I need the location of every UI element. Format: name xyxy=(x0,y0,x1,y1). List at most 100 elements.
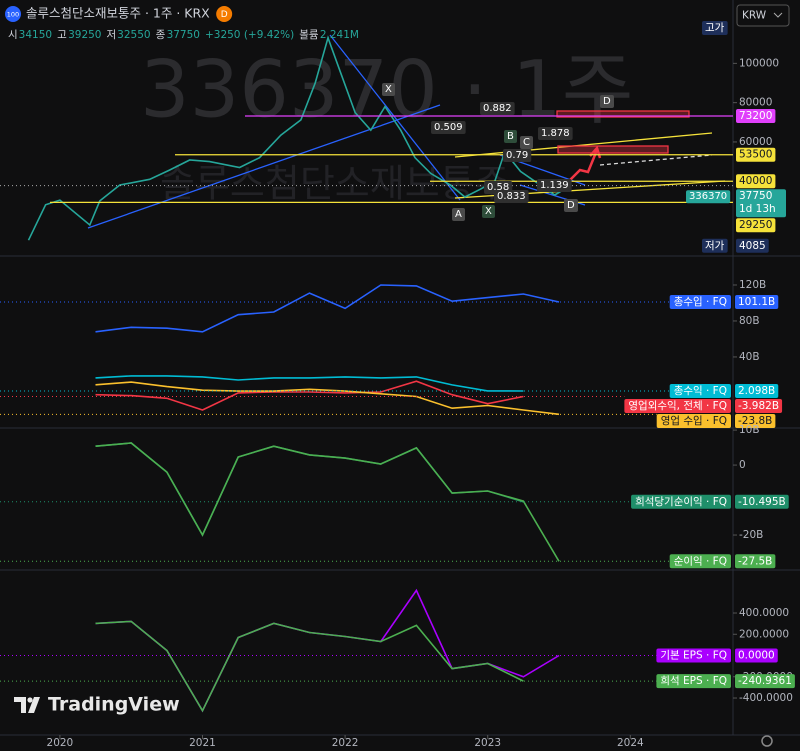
drawing-label: 1.878 xyxy=(541,128,570,139)
price-tag: 73200 xyxy=(739,110,772,122)
price-tag-box xyxy=(736,174,776,189)
y-tick-label: 200.0000 xyxy=(739,628,789,640)
series-value-box xyxy=(735,384,779,399)
drawing-label: 0.58 xyxy=(487,182,509,193)
currency[interactable]: KRW xyxy=(742,10,767,22)
series-name: 총수입 · FQ xyxy=(674,295,727,308)
symbol-icon-text: 100 xyxy=(7,11,19,19)
drawing-label-box xyxy=(537,179,572,192)
drawing-label-box xyxy=(564,199,578,212)
series-value: -27.5B xyxy=(738,555,772,567)
price-tag-box xyxy=(736,109,776,124)
drawing-label: B xyxy=(507,131,514,142)
price-tag: 40000 xyxy=(739,175,772,187)
dropdown-icon[interactable] xyxy=(773,12,783,18)
drawing-label: 0.882 xyxy=(483,103,512,114)
low-value: 4085 xyxy=(739,240,766,252)
ohlc-text: 2.241M xyxy=(320,29,359,41)
series-value-box xyxy=(735,554,776,569)
channel-line xyxy=(454,132,713,158)
price-tag: 29250 xyxy=(739,219,772,231)
y-tick-label: -400.0000 xyxy=(739,692,793,704)
ohlc-text: 고 xyxy=(57,29,67,41)
series-name-box xyxy=(669,294,731,309)
series-name-box xyxy=(631,494,731,509)
currency-box[interactable] xyxy=(736,4,790,27)
countdown: 1d 13h xyxy=(739,203,776,215)
series-name-box xyxy=(656,674,731,689)
drawing-label-box xyxy=(482,205,495,218)
high-label-box xyxy=(702,21,728,35)
drawing-label-box xyxy=(494,190,529,203)
drawing-label-box xyxy=(600,95,614,108)
price-tag: 53500 xyxy=(739,149,772,161)
series-name: 총수익 · FQ xyxy=(674,385,727,397)
interval-badge-text: D xyxy=(221,10,228,20)
y-tick-label: 100000 xyxy=(739,57,779,69)
ohlc-text: 32550 xyxy=(117,29,150,41)
series-name-box xyxy=(624,399,731,414)
low-value-box xyxy=(736,238,769,253)
drawing-label-box xyxy=(431,121,466,134)
low-label-box xyxy=(702,238,728,253)
logo: TradingView xyxy=(14,694,180,716)
y-tick-label: 10B xyxy=(739,424,760,436)
x-tick-label: 2024 xyxy=(617,737,644,749)
projection-line xyxy=(599,154,713,166)
series-name: 영업 수입 · FQ xyxy=(661,414,727,427)
series-value-box xyxy=(735,399,783,414)
series-line xyxy=(95,284,560,333)
x-tick-label: 2023 xyxy=(474,737,501,749)
drawing-label: 1.139 xyxy=(540,180,569,191)
x-tick-label: 2021 xyxy=(189,737,216,749)
logo-icon xyxy=(14,697,40,713)
ohlc-text: 37750 xyxy=(167,29,200,41)
series-name: 희석 EPS · FQ xyxy=(660,675,727,687)
y-tick-label: 60000 xyxy=(739,136,772,148)
series-value: 0.0000 xyxy=(738,650,775,662)
drawing-label: 0.509 xyxy=(434,122,463,133)
series-value-box xyxy=(735,414,776,429)
drawing-label-box xyxy=(503,149,532,162)
ohlc-text: 종 xyxy=(156,29,166,41)
logo-text: TradingView xyxy=(48,694,180,716)
ohlc-text: 34150 xyxy=(19,29,52,41)
symbol-icon xyxy=(5,6,21,22)
series-value: -3.982B xyxy=(738,400,779,412)
series-line xyxy=(95,620,524,713)
y-tick-label: 0 xyxy=(739,459,746,471)
trend-line xyxy=(87,104,441,229)
drawing-label-box xyxy=(382,83,395,96)
series-value-box xyxy=(735,648,778,663)
series-name: 순이익 · FQ xyxy=(674,555,727,567)
drawing-label: D xyxy=(603,96,611,107)
series-name-box xyxy=(656,648,731,663)
drawing-label: A xyxy=(455,209,462,220)
drawing-label-box xyxy=(538,127,573,140)
drawing-label: C xyxy=(523,137,530,148)
settings-icon[interactable] xyxy=(761,735,773,747)
series-name-box xyxy=(669,384,731,399)
ohlc-text: 시 xyxy=(8,29,18,41)
series-value-box xyxy=(735,674,795,689)
y-tick-label: 80B xyxy=(739,315,760,327)
low-label: 저가 xyxy=(705,240,725,252)
symbol-title[interactable]: 솔루스첨단소재보통주 · 1주 · KRX xyxy=(26,6,210,21)
series-line xyxy=(95,442,560,562)
drawing-label: 0.79 xyxy=(506,150,528,161)
logo-icon xyxy=(27,697,33,703)
target-box xyxy=(557,145,669,154)
series-name-box xyxy=(669,554,731,569)
series-value-box xyxy=(735,294,779,309)
ohlc-text: +3250 (+9.42%) xyxy=(205,29,294,41)
series-value: -23.8B xyxy=(738,415,772,427)
drawing-label: D xyxy=(567,200,575,211)
ohlc-text: 볼륨 xyxy=(299,29,319,41)
x-tick-label: 2022 xyxy=(332,737,359,749)
drawing-label-box xyxy=(452,208,465,221)
ohlc-text: 39250 xyxy=(68,29,101,41)
target-box xyxy=(556,110,690,118)
series-value: -10.495B xyxy=(738,496,786,508)
last-price: 37750 xyxy=(739,190,772,202)
